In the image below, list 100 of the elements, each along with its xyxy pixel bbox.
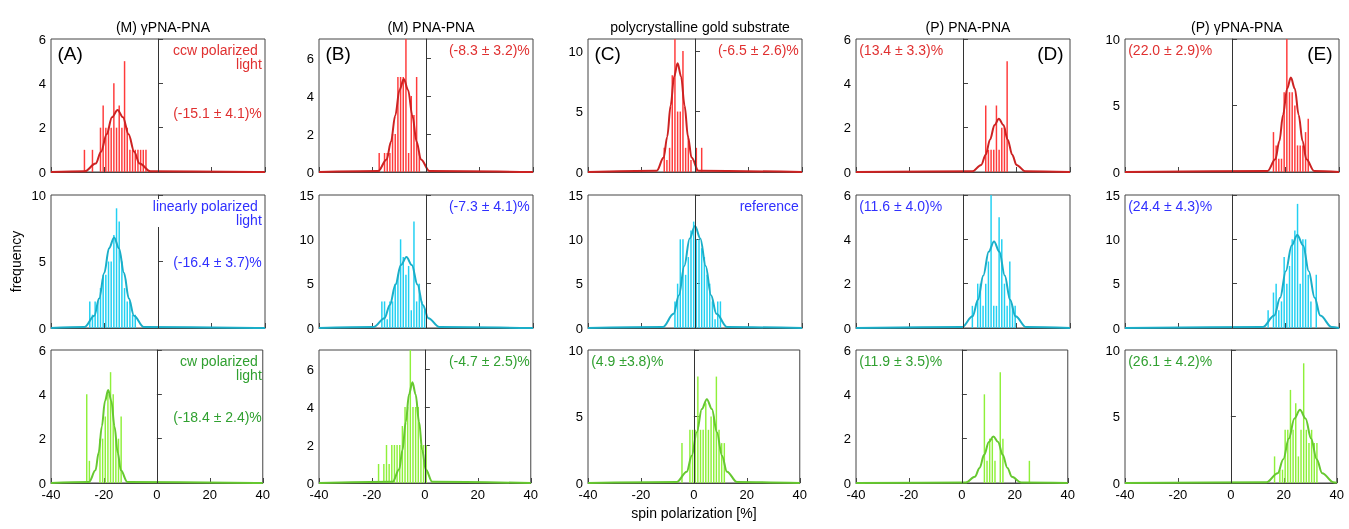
- x-tick-label: 20: [1276, 487, 1292, 502]
- y-tick-label: 4: [306, 399, 314, 415]
- annotation: ccw polarized light: [173, 41, 262, 72]
- annotation: (-8.3 ± 3.2)%: [448, 41, 530, 58]
- y-tick-label: 10: [1105, 31, 1120, 47]
- y-tick-label: 0: [306, 320, 314, 336]
- x-tick-label: 20: [202, 487, 218, 502]
- x-tick-label: -20: [631, 487, 651, 502]
- y-tick-label: 0: [843, 164, 851, 180]
- y-tick-label: 4: [306, 88, 314, 104]
- x-tick-label: 20: [739, 487, 755, 502]
- y-tick-label: 5: [575, 409, 583, 424]
- annotation: (-15.1 ± 4.1)%: [173, 104, 262, 121]
- y-tick-label: 4: [38, 386, 46, 402]
- x-tick-label: 20: [1007, 487, 1023, 502]
- x-tick-label: 40: [1060, 487, 1075, 502]
- y-tick-label: 2: [306, 126, 314, 142]
- y-tick-label: 0: [1112, 164, 1120, 180]
- x-tick-label: 0: [421, 487, 429, 502]
- annotation: (-6.5 ± 2.6)%: [717, 41, 799, 58]
- y-tick-label: 10: [1105, 231, 1120, 247]
- annotation: (A): [57, 43, 83, 65]
- annotation: (C): [594, 43, 621, 65]
- y-tick-label: 5: [38, 254, 46, 269]
- x-tick-label: 40: [792, 487, 807, 502]
- annotation: (22.0 ± 2.9)%: [1128, 41, 1213, 58]
- x-tick-label: 40: [255, 487, 270, 502]
- annotation: (11.6 ± 4.0)%: [859, 197, 943, 214]
- y-tick-label: 5: [306, 276, 314, 292]
- annotation: (-7.3 ± 4.1)%: [448, 197, 530, 214]
- y-tick-label: 0: [38, 320, 46, 336]
- x-tick-label: 40: [1329, 487, 1344, 502]
- annotation: (B): [325, 43, 351, 65]
- x-tick-label: -20: [1168, 487, 1188, 502]
- y-tick-label: 0: [38, 164, 46, 180]
- y-tick-label: 10: [299, 231, 314, 247]
- annotation: (-16.4 ± 3.7)%: [173, 253, 262, 270]
- y-tick-label: 10: [568, 342, 583, 358]
- y-tick-label: 6: [38, 31, 46, 47]
- annotation: (4.9 ±3.8)%: [591, 352, 664, 369]
- y-tick-label: 2: [843, 431, 851, 447]
- y-tick-label: 4: [38, 75, 46, 91]
- y-tick-label: 4: [843, 75, 851, 91]
- annotation: (D): [1037, 43, 1064, 65]
- annotation: cw polarized light: [180, 352, 262, 383]
- y-tick-label: 0: [843, 320, 851, 336]
- y-tick-label: 5: [1112, 409, 1120, 424]
- y-tick-label: 0: [1112, 320, 1120, 336]
- y-tick-label: 4: [843, 386, 851, 402]
- chart-title: (P) PNA-PNA: [925, 19, 1012, 35]
- x-tick-label: -20: [94, 487, 114, 502]
- annotation: (13.4 ± 3.3)%: [859, 41, 944, 58]
- annotation: (24.4 ± 4.3)%: [1128, 197, 1213, 214]
- x-tick-label: -20: [899, 487, 919, 502]
- y-tick-label: 5: [1112, 276, 1120, 292]
- chart-title: (M) PNA-PNA: [387, 19, 476, 35]
- y-tick-label: 2: [306, 437, 314, 453]
- y-tick-label: 2: [843, 276, 851, 292]
- y-tick-label: 0: [306, 164, 314, 180]
- annotation: (-4.7 ± 2.5)%: [448, 352, 530, 369]
- annotation: linearly polarized light: [152, 197, 262, 228]
- y-tick-label: 15: [299, 187, 314, 203]
- y-tick-label: 6: [843, 342, 851, 358]
- y-tick-label: 2: [38, 120, 46, 136]
- y-tick-label: 6: [306, 361, 314, 377]
- x-tick-label: 0: [958, 487, 966, 502]
- y-tick-label: 2: [38, 431, 46, 447]
- y-tick-label: 4: [843, 231, 851, 247]
- y-tick-label: 5: [1112, 98, 1120, 113]
- y-tick-label: 6: [38, 342, 46, 358]
- y-tick-label: 2: [843, 120, 851, 136]
- y-tick-label: 15: [568, 187, 583, 203]
- annotation: (-18.4 ± 2.4)%: [173, 408, 262, 425]
- y-tick-label: 6: [843, 187, 851, 203]
- y-tick-label: 10: [568, 231, 583, 247]
- annotation: (11.9 ± 3.5)%: [859, 352, 943, 369]
- y-tick-label: 10: [568, 43, 583, 59]
- y-tick-label: 5: [575, 104, 583, 120]
- x-tick-label: -20: [362, 487, 382, 502]
- y-tick-label: 0: [575, 320, 583, 336]
- y-tick-label: 10: [1105, 342, 1120, 358]
- y-tick-label: 10: [31, 187, 46, 203]
- annotation: (E): [1307, 43, 1333, 65]
- chart-title: polycrystalline gold substrate: [610, 19, 791, 35]
- x-tick-label: 0: [690, 487, 698, 502]
- chart-title: (M) γPNA-PNA: [115, 19, 211, 35]
- x-axis-title: spin polarization [%]: [631, 504, 757, 521]
- annotation: reference: [739, 197, 799, 214]
- chart-title: (P) γPNA-PNA: [1191, 19, 1284, 35]
- x-tick-label: 0: [153, 487, 161, 502]
- x-tick-label: 0: [1227, 487, 1235, 502]
- x-tick-label: 40: [523, 487, 538, 502]
- annotation: (26.1 ± 4.2)%: [1128, 352, 1213, 369]
- x-tick-label: 20: [470, 487, 486, 502]
- y-tick-label: 0: [575, 164, 583, 180]
- y-tick-label: 6: [843, 31, 851, 47]
- y-tick-label: 15: [1105, 187, 1120, 203]
- y-tick-label: 5: [575, 276, 583, 292]
- y-axis-title: frequency: [8, 230, 24, 293]
- y-tick-label: 6: [306, 50, 314, 66]
